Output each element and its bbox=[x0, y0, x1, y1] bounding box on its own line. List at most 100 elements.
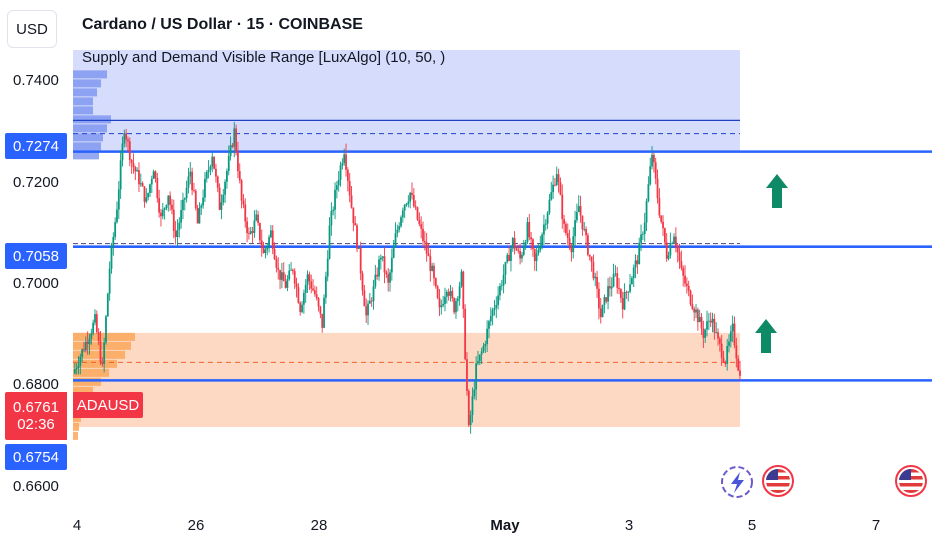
us-flag-icon[interactable] bbox=[895, 465, 927, 497]
candle-body bbox=[601, 304, 604, 318]
candle-body bbox=[671, 243, 674, 245]
candle-body bbox=[651, 154, 653, 167]
y-tick-label: 0.7200 bbox=[13, 174, 59, 191]
candle-body bbox=[519, 251, 522, 259]
candle-body bbox=[528, 222, 531, 238]
candle-body bbox=[238, 171, 241, 181]
candle-body bbox=[110, 246, 113, 269]
candle-body bbox=[522, 246, 525, 255]
candle-body bbox=[400, 217, 402, 227]
indicator-label[interactable]: Supply and Demand Visible Range [LuxAlgo… bbox=[82, 49, 446, 66]
candle-body bbox=[105, 316, 107, 343]
candle-body bbox=[577, 206, 580, 213]
candle-body bbox=[297, 287, 300, 303]
symbol-tag: ADAUSD bbox=[73, 392, 143, 418]
candle-body bbox=[290, 269, 292, 271]
candle-body bbox=[324, 276, 327, 298]
candle-body bbox=[409, 192, 412, 202]
candle-body bbox=[176, 229, 179, 237]
candle-body bbox=[387, 274, 390, 283]
supply-volume-bar bbox=[73, 79, 101, 88]
candle-body bbox=[533, 249, 536, 262]
candle-body bbox=[291, 269, 294, 272]
candle-body bbox=[211, 156, 214, 167]
candle-body bbox=[381, 256, 384, 258]
candle-body bbox=[612, 274, 615, 287]
candle-body bbox=[640, 234, 642, 243]
candle-body bbox=[480, 351, 483, 355]
candle-body bbox=[95, 314, 98, 333]
candle-body bbox=[451, 291, 454, 299]
candle-body bbox=[614, 273, 617, 275]
candle-body bbox=[693, 308, 696, 313]
candle-body bbox=[370, 300, 373, 302]
demand-volume-bar bbox=[73, 332, 135, 341]
candle-body bbox=[251, 231, 254, 233]
candle-body bbox=[229, 145, 232, 156]
candle-body bbox=[246, 221, 248, 234]
candle-body bbox=[160, 212, 162, 217]
currency-button[interactable]: USD bbox=[7, 10, 57, 48]
candle-body bbox=[634, 260, 637, 268]
candle-body bbox=[202, 197, 205, 206]
candle-body bbox=[585, 229, 587, 236]
candle-body bbox=[312, 288, 314, 291]
candle-body bbox=[198, 207, 201, 224]
candle-body bbox=[335, 185, 338, 190]
candle-body bbox=[205, 172, 208, 179]
candle-body bbox=[313, 290, 316, 295]
candle-body bbox=[295, 283, 298, 288]
candle-body bbox=[172, 209, 175, 231]
candle-body bbox=[656, 178, 659, 199]
candle-body bbox=[257, 214, 259, 224]
candle-body bbox=[233, 128, 236, 147]
candle-body bbox=[242, 200, 245, 205]
candle-body bbox=[541, 234, 543, 246]
candle-body bbox=[392, 246, 395, 258]
candle-body bbox=[700, 317, 703, 329]
candle-body bbox=[563, 219, 565, 224]
candle-body bbox=[275, 258, 278, 268]
candle-body bbox=[191, 171, 194, 191]
candle-body bbox=[434, 278, 437, 287]
candle-body bbox=[286, 279, 289, 288]
y-tick-label: 0.6800 bbox=[13, 376, 59, 393]
candle-body bbox=[379, 257, 382, 260]
candle-body bbox=[623, 292, 626, 310]
supply-volume-bar bbox=[73, 106, 93, 115]
candle-body bbox=[652, 154, 655, 163]
us-flag-icon[interactable] bbox=[762, 465, 794, 497]
candle-body bbox=[149, 184, 151, 194]
candle-body bbox=[152, 171, 155, 179]
candle-body bbox=[310, 281, 313, 289]
candle-body bbox=[618, 287, 620, 290]
price-tag-middle: 0.7058 bbox=[5, 243, 67, 269]
candle-body bbox=[145, 197, 148, 202]
candle-body bbox=[621, 298, 624, 310]
candle-body bbox=[552, 184, 554, 193]
candle-body bbox=[717, 332, 719, 339]
candle-body bbox=[715, 332, 718, 334]
candle-body bbox=[566, 233, 569, 238]
candle-body bbox=[576, 212, 578, 221]
candle-body bbox=[374, 274, 377, 287]
candle-body bbox=[537, 249, 540, 254]
candle-body bbox=[695, 309, 697, 313]
candle-body bbox=[161, 209, 164, 217]
candle-body bbox=[444, 296, 446, 304]
candle-body bbox=[524, 242, 527, 247]
candle-body bbox=[180, 210, 183, 223]
candle-body bbox=[550, 192, 553, 200]
candle-body bbox=[737, 358, 740, 371]
y-tick-label: 0.7000 bbox=[13, 275, 59, 292]
candle-body bbox=[616, 273, 619, 288]
candle-body bbox=[583, 229, 586, 230]
x-tick-label: 7 bbox=[871, 517, 881, 534]
lightning-event-icon[interactable] bbox=[721, 466, 753, 498]
candle-body bbox=[183, 198, 186, 200]
candle-body bbox=[171, 204, 173, 210]
candle-body bbox=[299, 302, 302, 313]
candle-body bbox=[718, 338, 721, 344]
candle-body bbox=[543, 224, 545, 235]
